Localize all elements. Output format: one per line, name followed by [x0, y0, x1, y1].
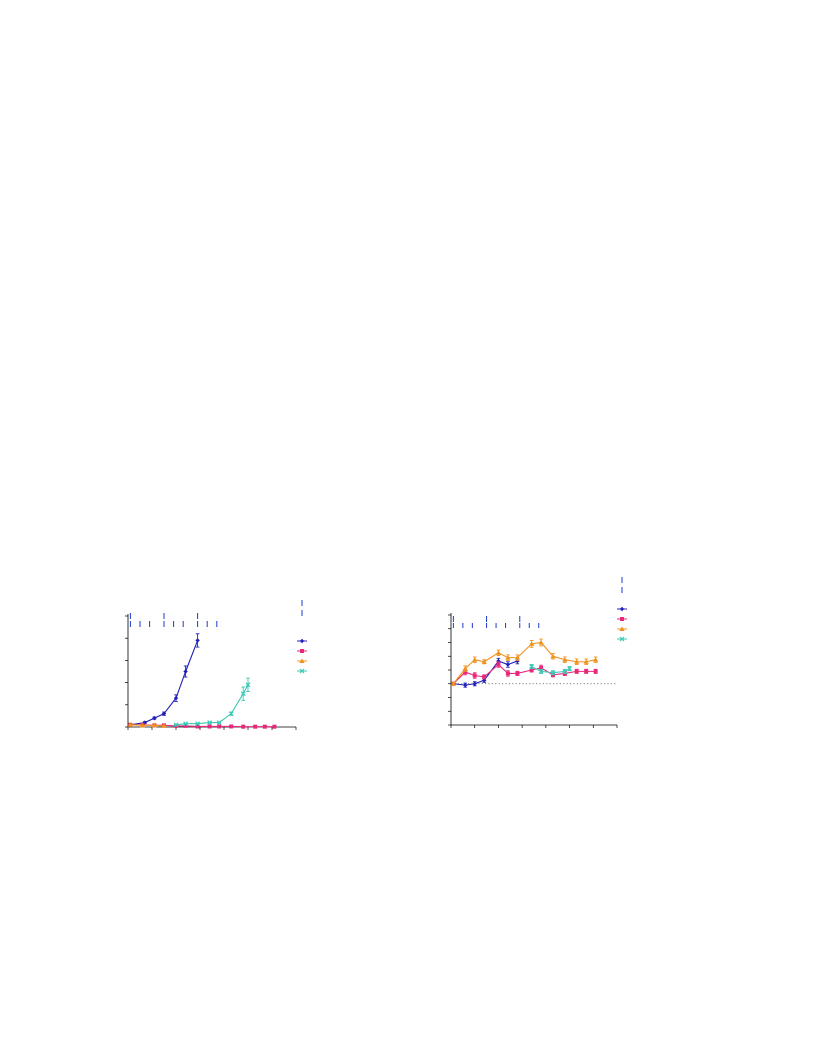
data-point	[228, 711, 234, 717]
data-point	[574, 669, 579, 674]
legend-entry-4	[617, 636, 627, 642]
data-point	[207, 724, 212, 729]
legend-marker	[299, 658, 305, 663]
data-point	[127, 722, 133, 727]
series-1	[128, 633, 200, 727]
chart-legend	[297, 600, 307, 674]
data-point	[195, 638, 200, 643]
data-point	[183, 723, 188, 728]
data-point	[574, 659, 580, 664]
data-point	[161, 711, 167, 716]
legend-marker	[619, 606, 625, 612]
data-point	[529, 668, 534, 672]
data-point	[562, 668, 568, 674]
data-point	[505, 662, 511, 667]
data-point	[139, 722, 145, 728]
data-point	[216, 720, 222, 725]
data-point	[462, 666, 468, 671]
dose-schedule-marks	[129, 613, 218, 627]
body-weight-change-chart	[448, 577, 627, 728]
legend-marker	[619, 626, 625, 631]
data-point	[583, 659, 589, 664]
data-point	[515, 671, 520, 676]
data-point	[529, 664, 535, 669]
data-point	[539, 665, 544, 670]
data-point	[550, 670, 556, 676]
legend-entry-3	[617, 626, 627, 631]
data-point	[195, 724, 200, 729]
data-point	[217, 724, 222, 729]
legend-marker	[299, 638, 305, 644]
data-point	[538, 639, 544, 645]
data-point	[152, 715, 157, 721]
legend-entry-1	[297, 638, 307, 644]
data-point	[538, 668, 544, 674]
data-point	[463, 670, 468, 675]
series-4	[173, 677, 251, 728]
data-point	[240, 691, 246, 697]
data-point	[495, 650, 502, 655]
data-point	[584, 669, 589, 674]
series-line	[175, 684, 249, 726]
data-point	[195, 721, 201, 727]
legend-entry-2	[617, 617, 627, 621]
series-line	[130, 724, 165, 727]
data-point	[207, 720, 213, 725]
data-point	[253, 724, 258, 729]
chart-series	[127, 633, 277, 729]
data-point	[593, 669, 598, 674]
data-point	[514, 655, 520, 660]
legend-marker	[619, 636, 625, 642]
data-point	[463, 682, 468, 688]
legend-marker	[299, 668, 305, 674]
dose-schedule-marks	[452, 616, 540, 628]
data-point	[151, 722, 157, 728]
data-point	[272, 724, 277, 729]
data-point	[174, 723, 178, 728]
data-point	[472, 657, 478, 662]
data-point	[142, 720, 147, 725]
data-point	[481, 659, 487, 664]
legend-entry-4	[297, 668, 307, 674]
chart-series	[450, 638, 599, 688]
series-3	[127, 722, 167, 728]
data-point	[529, 641, 535, 646]
data-point	[173, 695, 179, 701]
tumor-growth-chart	[125, 600, 307, 730]
series-2	[451, 661, 598, 686]
chart-axes	[125, 614, 297, 730]
data-point	[593, 657, 599, 662]
legend-entry-2	[297, 649, 307, 653]
data-point	[229, 724, 234, 729]
data-point	[183, 669, 188, 674]
chart-legend	[617, 577, 627, 642]
data-point	[505, 655, 511, 660]
data-point	[472, 681, 477, 686]
data-point	[262, 724, 267, 729]
data-point	[173, 722, 179, 728]
data-point	[567, 666, 572, 672]
chart-axes	[448, 613, 618, 728]
data-point	[550, 653, 556, 659]
legend-marker	[300, 649, 304, 653]
data-point	[183, 721, 189, 727]
data-point	[505, 671, 510, 676]
legend-entry-3	[297, 658, 307, 663]
series-4	[529, 664, 572, 676]
data-point	[450, 681, 456, 686]
data-point	[482, 674, 487, 679]
data-point	[496, 662, 501, 667]
data-point	[161, 723, 167, 728]
legend-entry-1	[617, 606, 627, 612]
data-point	[562, 657, 568, 662]
legend-marker	[620, 617, 624, 621]
data-point	[472, 673, 477, 678]
data-point	[241, 724, 246, 729]
data-point	[245, 682, 251, 688]
series-3	[450, 638, 599, 686]
